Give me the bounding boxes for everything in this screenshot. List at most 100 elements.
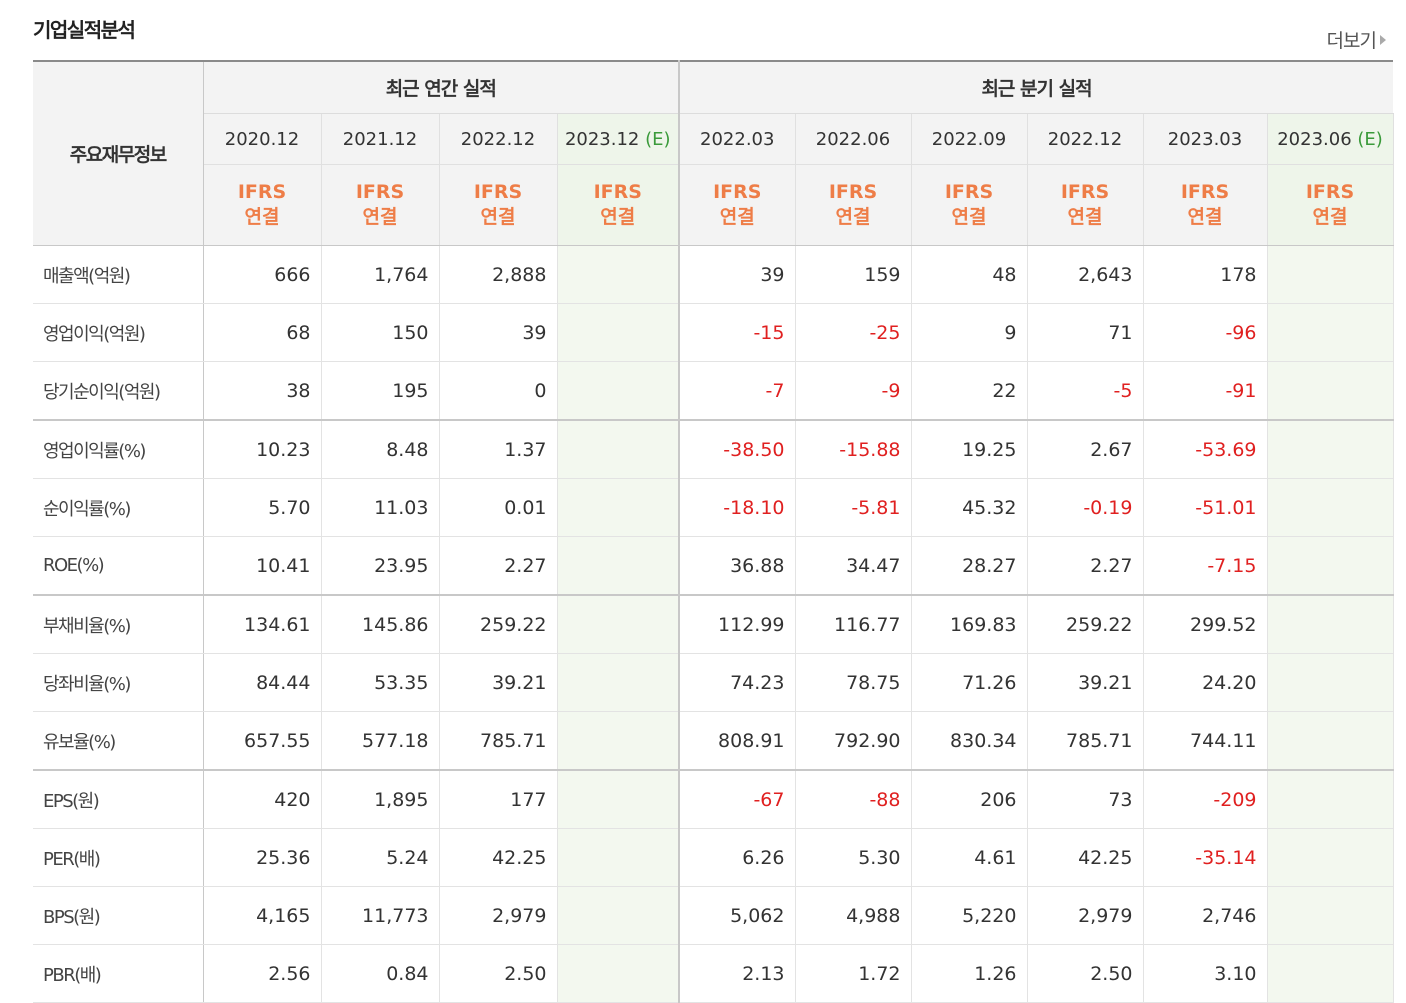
value-cell: 68: [203, 303, 322, 362]
value-cell: 42.25: [1027, 828, 1144, 887]
table-row: ROE(%) 10.41 23.95 2.27 36.88 34.47 28.27 2.27-…: [33, 536, 1394, 596]
value-cell: 145.86: [321, 595, 440, 654]
value-cell: -7.15: [1143, 536, 1268, 596]
value-cell: [1267, 303, 1394, 362]
value-cell: 42.25: [439, 828, 558, 887]
value-cell: 2,746: [1143, 886, 1268, 945]
table-row: 영업이익률(%) 10.23 8.48 1.37 -38.50 -15.88 19.25 2.…: [33, 420, 1394, 479]
value-cell: 36.88: [679, 536, 796, 596]
value-cell: 657.55: [203, 711, 322, 771]
value-cell: 577.18: [321, 711, 440, 771]
ifrs-consolidated-label: IFRS 연결: [679, 164, 796, 246]
consolidated-label: 연결: [1187, 206, 1223, 228]
row-label: 영업이익률(%): [33, 420, 204, 479]
value-cell: 38: [203, 361, 322, 421]
table-row: 유보율(%) 657.55 577.18 785.71 808.91 792.90 830.…: [33, 711, 1394, 771]
value-cell: 1.37: [439, 420, 558, 479]
value-cell: 195: [321, 361, 440, 421]
table-row: BPS(원) 4,165 11,773 2,979 5,062 4,988 5,220 2,9…: [33, 886, 1394, 945]
value-cell: 259.22: [1027, 595, 1144, 654]
value-cell: 22: [911, 361, 1028, 421]
value-cell: -67: [679, 770, 796, 829]
consolidated-label: 연결: [362, 206, 398, 228]
more-link[interactable]: 더보기: [1327, 26, 1386, 53]
value-cell: 785.71: [1027, 711, 1144, 771]
value-cell: 19.25: [911, 420, 1028, 479]
period-header: 2020.12: [203, 113, 322, 165]
value-cell: 11,773: [321, 886, 440, 945]
row-label: 당좌비율(%): [33, 653, 204, 712]
consolidated-label: 연결: [1067, 206, 1103, 228]
value-cell: 24.20: [1143, 653, 1268, 712]
value-cell: 39.21: [1027, 653, 1144, 712]
consolidated-label: 연결: [480, 206, 516, 228]
period-label: 2022.12: [1047, 128, 1123, 150]
value-cell: 28.27: [911, 536, 1028, 596]
value-cell: 177: [439, 770, 558, 829]
value-cell: 9: [911, 303, 1028, 362]
value-cell: 792.90: [795, 711, 912, 771]
ifrs-consolidated-label: IFRS 연결: [321, 164, 440, 246]
value-cell: 159: [795, 245, 912, 304]
value-cell: [1267, 653, 1394, 712]
corner-header: 주요재무정보: [33, 61, 204, 246]
value-cell: 10.41: [203, 536, 322, 596]
ifrs-label: IFRS: [713, 181, 762, 203]
table-row: EPS(원) 420 1,895 177 -67 -88 206 73 -209: [33, 770, 1394, 829]
period-label: 2023.12: [564, 128, 640, 150]
value-cell: 2,979: [1027, 886, 1144, 945]
ifrs-consolidated-label: IFRS 연결: [557, 164, 680, 246]
value-cell: [1267, 828, 1394, 887]
value-cell: [1267, 245, 1394, 304]
value-cell: 2,888: [439, 245, 558, 304]
period-label: 2022.12: [460, 128, 536, 150]
consolidated-label: 연결: [1312, 206, 1348, 228]
value-cell: -18.10: [679, 478, 796, 537]
value-cell: 1.26: [911, 944, 1028, 1003]
row-label: 영업이익(억원): [33, 303, 204, 362]
value-cell: 4,165: [203, 886, 322, 945]
value-cell: [557, 303, 680, 362]
value-cell: -0.19: [1027, 478, 1144, 537]
consolidated-label: 연결: [835, 206, 871, 228]
value-cell: [1267, 361, 1394, 421]
value-cell: [1267, 944, 1394, 1003]
value-cell: [1267, 420, 1394, 479]
value-cell: 39.21: [439, 653, 558, 712]
value-cell: -53.69: [1143, 420, 1268, 479]
row-label: 부채비율(%): [33, 595, 204, 654]
more-label: 더보기: [1326, 30, 1377, 52]
value-cell: -51.01: [1143, 478, 1268, 537]
value-cell: -96: [1143, 303, 1268, 362]
quarterly-group-header: 최근 분기 실적: [679, 61, 1394, 114]
value-cell: 5.24: [321, 828, 440, 887]
table-row: 영업이익(억원) 68 150 39 -15 -25 9 71 -96: [33, 303, 1394, 362]
period-label: 2023.03: [1167, 128, 1243, 150]
table-row: 부채비율(%) 134.61 145.86 259.22 112.99 116.77 169…: [33, 595, 1394, 654]
row-label: 유보율(%): [33, 711, 204, 771]
value-cell: [1267, 770, 1394, 829]
ifrs-label: IFRS: [473, 181, 523, 203]
value-cell: 1,764: [321, 245, 440, 304]
value-cell: 39: [679, 245, 796, 304]
period-header: 2022.12: [1027, 113, 1144, 165]
value-cell: -15.88: [795, 420, 912, 479]
value-cell: [557, 711, 680, 771]
ifrs-label: IFRS: [355, 181, 405, 203]
value-cell: 5.30: [795, 828, 912, 887]
ifrs-label: IFRS: [828, 181, 878, 203]
value-cell: [557, 828, 680, 887]
value-cell: 2,979: [439, 886, 558, 945]
ifrs-label: IFRS: [1180, 181, 1230, 203]
ifrs-consolidated-label: IFRS 연결: [203, 164, 322, 246]
value-cell: 178: [1143, 245, 1268, 304]
value-cell: 116.77: [795, 595, 912, 654]
value-cell: 150: [321, 303, 440, 362]
estimate-marker: (E): [645, 128, 671, 150]
ifrs-consolidated-label: IFRS 연결: [795, 164, 912, 246]
row-label: 순이익률(%): [33, 478, 204, 537]
period-header: 2023.12 (E): [557, 113, 680, 165]
value-cell: 1.72: [795, 944, 912, 1003]
value-cell: -91: [1143, 361, 1268, 421]
value-cell: 4,988: [795, 886, 912, 945]
